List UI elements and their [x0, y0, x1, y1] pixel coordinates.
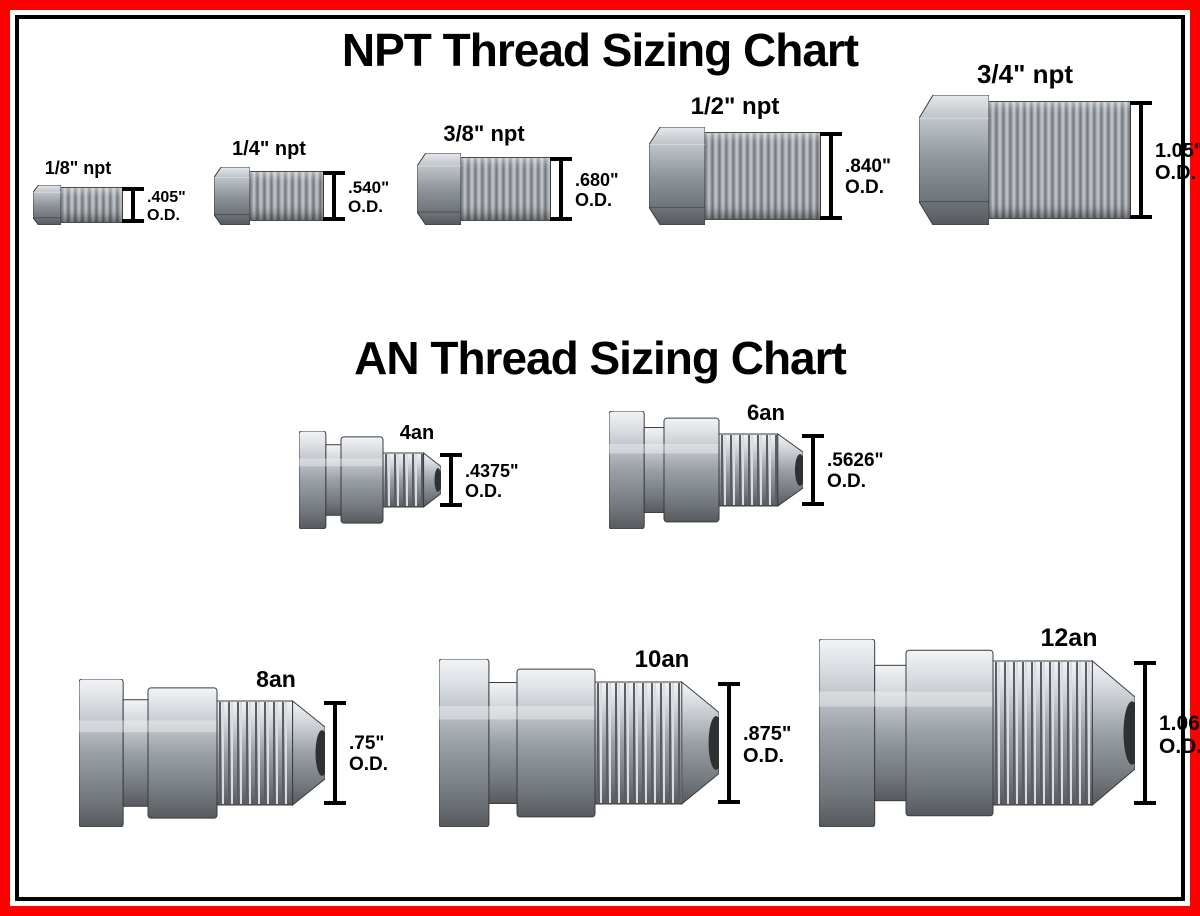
size-label: 1/2" npt: [649, 95, 821, 119]
dimension-bracket-icon: [129, 187, 137, 223]
an-fitting: 10an.875"O.D.: [439, 659, 719, 827]
threads-icon: [461, 157, 551, 221]
size-label: 4an: [373, 423, 461, 443]
dimension-bracket-icon: [1137, 101, 1145, 219]
an-body-icon: [79, 679, 325, 827]
dimension-bracket-icon: [557, 157, 565, 221]
an-body-icon: [819, 639, 1135, 827]
size-label: 6an: [709, 402, 823, 424]
od-label: 1.0625"O.D.: [1159, 712, 1200, 758]
threads-icon: [61, 187, 123, 223]
outer-frame: NPT Thread Sizing Chart 1/8" npt.405"O.D…: [0, 0, 1200, 916]
an-body-icon: [299, 431, 441, 529]
dimension-bracket-icon: [725, 682, 733, 804]
npt-fitting: 1/4" npt.540"O.D.: [214, 167, 324, 225]
hex-head-icon: [214, 167, 250, 225]
dimension-bracket-icon: [447, 453, 455, 507]
od-label: .405"O.D.: [147, 189, 186, 224]
npt-fitting: 1/8" npt.405"O.D.: [33, 185, 123, 225]
size-label: 10an: [585, 648, 739, 672]
od-label: .75"O.D.: [349, 734, 388, 776]
dimension-bracket-icon: [827, 132, 835, 220]
npt-fitting: 3/8" npt.680"O.D.: [417, 153, 551, 225]
od-label: .5626"O.D.: [827, 451, 884, 493]
hex-head-icon: [649, 127, 705, 225]
dimension-bracket-icon: [1141, 661, 1149, 805]
od-label: .875"O.D.: [743, 723, 791, 767]
size-label: 1/8" npt: [33, 159, 123, 177]
size-label: 3/8" npt: [417, 123, 551, 145]
an-fitting: 6an.5626"O.D.: [609, 411, 803, 529]
threads-icon: [989, 101, 1131, 219]
dimension-bracket-icon: [809, 434, 817, 506]
an-body-icon: [439, 659, 719, 827]
hex-head-icon: [919, 95, 989, 225]
inner-frame: NPT Thread Sizing Chart 1/8" npt.405"O.D…: [15, 15, 1185, 901]
od-label: .680"O.D.: [575, 171, 619, 211]
title-an: AN Thread Sizing Chart: [19, 335, 1181, 381]
threads-icon: [250, 171, 324, 221]
size-label: 1/4" npt: [214, 139, 324, 159]
od-label: .840"O.D.: [845, 157, 891, 199]
size-label: 3/4" npt: [919, 61, 1131, 87]
an-fitting: 12an1.0625"O.D.: [819, 639, 1135, 827]
od-label: .4375"O.D.: [465, 462, 519, 502]
npt-fitting: 3/4" npt1.05"O.D.: [919, 95, 1131, 225]
size-label: 12an: [983, 626, 1155, 651]
an-fitting: 4an.4375"O.D.: [299, 431, 441, 529]
an-body-icon: [609, 411, 803, 529]
hex-head-icon: [33, 185, 61, 225]
od-label: .540"O.D.: [348, 179, 389, 216]
size-label: 8an: [207, 668, 345, 691]
an-fitting: 8an.75"O.D.: [79, 679, 325, 827]
npt-fitting: 1/2" npt.840"O.D.: [649, 127, 821, 225]
dimension-bracket-icon: [331, 701, 339, 805]
hex-head-icon: [417, 153, 461, 225]
dimension-bracket-icon: [330, 171, 338, 221]
od-label: 1.05"O.D.: [1155, 140, 1200, 184]
threads-icon: [705, 132, 821, 220]
